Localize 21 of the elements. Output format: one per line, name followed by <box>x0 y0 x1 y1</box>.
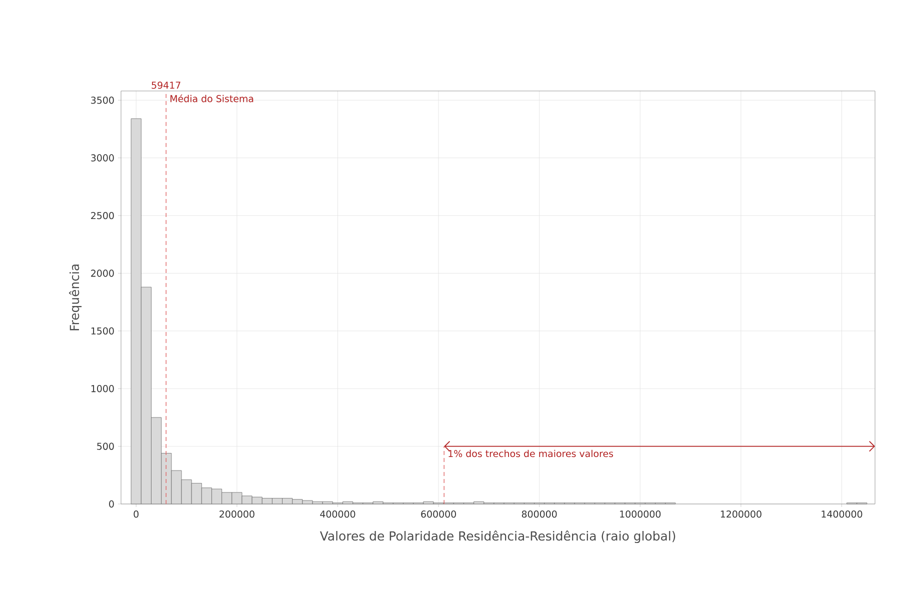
x-tick-label: 0 <box>134 510 139 518</box>
y-axis-title: Frequência <box>69 264 82 330</box>
y-tick-label: 2000 <box>91 270 114 277</box>
x-tick-label: 1400000 <box>822 510 862 518</box>
annotation: 59417 <box>152 82 180 89</box>
x-tick-label: 1200000 <box>720 510 762 518</box>
y-tick-label: 2500 <box>91 212 114 220</box>
y-tick-label: 3500 <box>91 96 114 104</box>
x-tick-label: 600000 <box>421 510 456 518</box>
annotation: 1% dos trechos de maiores valores <box>448 450 614 458</box>
y-tick-label: 3000 <box>91 154 114 162</box>
y-tick-label: 1000 <box>91 385 114 392</box>
y-tick-label: 500 <box>97 442 114 450</box>
x-tick-label: 200000 <box>220 510 254 518</box>
x-axis-title: Valores de Polaridade Residência-Residência (raio global) <box>320 530 676 544</box>
x-tick-label: 800000 <box>522 510 557 518</box>
y-tick-label: 1500 <box>91 327 114 335</box>
x-tick-label: 1000000 <box>620 510 661 518</box>
y-tick-label: 0 <box>109 500 114 508</box>
x-tick-label: 400000 <box>320 510 356 518</box>
ref-line-label: Média do Sistema <box>170 94 254 102</box>
